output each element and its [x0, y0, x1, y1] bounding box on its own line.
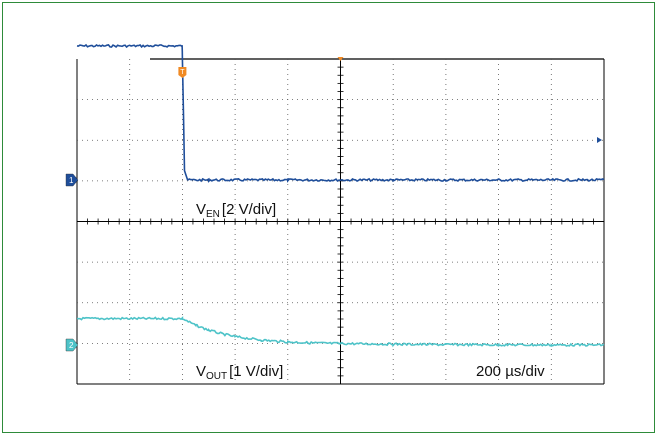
vout-subscript: OUT	[206, 371, 227, 382]
vout-scale: [1 V/div]	[229, 363, 283, 380]
trigger-level-icon	[597, 137, 602, 143]
trigger-marker-icon	[178, 67, 187, 78]
channel-ground-marker-label: 1	[69, 176, 74, 185]
scope-grid	[76, 58, 605, 385]
trace-en	[76, 43, 605, 183]
ven-subscript: EN	[206, 209, 220, 220]
scope-markers: T 1 2	[65, 57, 602, 352]
scope-traces	[76, 43, 605, 348]
series-label-vout: VOUT [1 V/div]	[196, 363, 283, 382]
channel-ground-marker-icon	[65, 338, 79, 352]
channel-ground-marker-label: 2	[69, 341, 74, 350]
ven-scale: [2 V/div]	[222, 201, 276, 218]
channel-ground-marker-icon	[65, 173, 79, 187]
trace-out	[76, 316, 605, 348]
ven-symbol: V	[196, 201, 206, 218]
vout-symbol: V	[196, 363, 206, 380]
trigger-marker-label: T	[180, 69, 185, 76]
series-label-ven: VEN [2 V/div]	[196, 201, 276, 220]
trigger-position-icon	[337, 57, 344, 61]
time-scale-label: 200 µs/div	[476, 363, 545, 380]
figure-frame	[2, 2, 655, 433]
